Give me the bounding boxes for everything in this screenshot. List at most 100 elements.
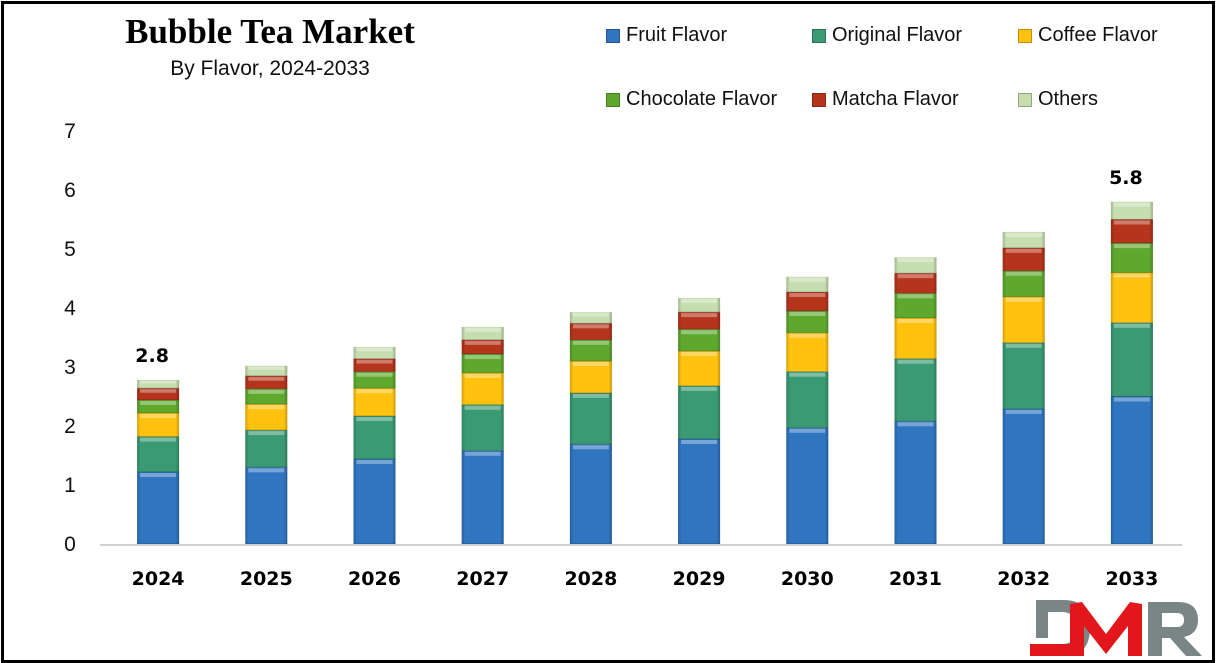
bar-segment-matcha-flavor xyxy=(786,292,829,312)
bar-shade xyxy=(461,404,504,451)
legend-item-coffee: Coffee Flavor xyxy=(1018,24,1158,47)
bar-shade xyxy=(786,427,829,544)
bar-segment-coffee-flavor xyxy=(678,351,721,387)
bar-shade xyxy=(461,450,504,544)
bar-segment-fruit-flavor xyxy=(569,444,612,545)
legend-swatch xyxy=(1018,28,1032,43)
legend-item-fruit: Fruit Flavor xyxy=(606,24,727,47)
y-axis: 0 1 2 3 4 5 6 7 xyxy=(64,120,76,556)
bar-segment-matcha-flavor xyxy=(894,273,937,294)
logo-letter-m xyxy=(1030,602,1142,656)
total-data-label: 5.8 xyxy=(1109,167,1143,189)
bar-stack-2026 xyxy=(353,346,396,545)
bar-shade xyxy=(461,339,504,355)
bar-shade xyxy=(786,310,829,333)
bar-segment-matcha-flavor xyxy=(569,323,612,341)
bar-segment-fruit-flavor xyxy=(678,438,721,545)
x-tick-label: 2027 xyxy=(456,568,509,590)
legend-label: Fruit Flavor xyxy=(626,24,728,46)
legend-swatch xyxy=(812,92,826,107)
bar-segment-fruit-flavor xyxy=(1002,408,1045,545)
bar-segment-original-flavor xyxy=(786,371,829,429)
bar-segment-coffee-flavor xyxy=(1002,296,1045,344)
bar-segment-original-flavor xyxy=(894,358,937,422)
bar-shade xyxy=(353,388,396,416)
bar-stack-2032 xyxy=(1002,231,1045,545)
bar-segment-original-flavor xyxy=(1110,322,1153,397)
bar-segment-matcha-flavor xyxy=(1002,247,1045,272)
total-data-label: 2.8 xyxy=(135,345,169,367)
bar-shade xyxy=(569,312,612,324)
bar-segment-others xyxy=(786,276,829,293)
bar-shade xyxy=(1110,219,1153,244)
bar-segment-chocolate-flavor xyxy=(1002,270,1045,298)
x-tick-label: 2030 xyxy=(781,568,834,590)
bar-stack-2027 xyxy=(461,326,504,545)
legend-item-matcha: Matcha Flavor xyxy=(812,88,959,111)
bar-shade xyxy=(245,375,288,389)
bar-stack-2031 xyxy=(894,257,937,545)
dmr-logo xyxy=(1030,600,1202,656)
bar-segment-others xyxy=(137,379,180,389)
x-tick-label: 2024 xyxy=(132,568,185,590)
bar-segment-fruit-flavor xyxy=(245,467,288,545)
bar-segment-original-flavor xyxy=(245,430,288,468)
bar-shade xyxy=(569,323,612,340)
legend-label: Original Flavor xyxy=(832,24,963,46)
bar-shade xyxy=(1002,247,1045,271)
x-axis: 2024 2025 2026 2027 2028 2029 2030 2031 2032 2033 xyxy=(100,544,1182,590)
bar-segment-coffee-flavor xyxy=(461,372,504,406)
bar-segment-original-flavor xyxy=(353,415,396,460)
bar-shade xyxy=(678,297,721,313)
bar-segment-matcha-flavor xyxy=(1110,219,1153,244)
bar-shade xyxy=(1002,231,1045,248)
bar-shade xyxy=(137,436,180,473)
bar-segment-matcha-flavor xyxy=(678,312,721,330)
bar-segment-chocolate-flavor xyxy=(678,329,721,352)
bar-segment-others xyxy=(678,297,721,313)
bar-shade xyxy=(1110,201,1153,220)
x-tick-label: 2025 xyxy=(240,568,293,590)
bar-stack-2029 xyxy=(678,297,721,545)
bar-shade xyxy=(786,371,829,428)
bar-segment-fruit-flavor xyxy=(786,427,829,545)
x-tick-label: 2032 xyxy=(997,568,1050,590)
y-tick-label: 1 xyxy=(64,474,76,497)
x-tick-label: 2028 xyxy=(564,568,617,590)
bar-shade xyxy=(1110,322,1153,397)
bar-shade xyxy=(245,404,288,431)
bar-shade xyxy=(461,372,504,405)
bar-segment-chocolate-flavor xyxy=(137,400,180,414)
annotations: 2.8 5.8 xyxy=(135,167,1142,367)
bar-shade xyxy=(1002,408,1045,544)
bar-shade xyxy=(678,438,721,544)
bar-segment-original-flavor xyxy=(678,385,721,440)
bar-shade xyxy=(894,318,937,359)
bar-segment-coffee-flavor xyxy=(786,332,829,373)
bar-shade xyxy=(569,444,612,544)
bar-segment-others xyxy=(245,365,288,377)
bar-shade xyxy=(245,430,288,468)
bar-segment-fruit-flavor xyxy=(461,450,504,545)
legend-label: Chocolate Flavor xyxy=(626,88,778,110)
bars xyxy=(137,201,1153,545)
bar-segment-coffee-flavor xyxy=(894,318,937,360)
bar-shade xyxy=(137,472,180,544)
x-tick-label: 2026 xyxy=(348,568,401,590)
bar-segment-fruit-flavor xyxy=(137,472,180,545)
bar-segment-others xyxy=(569,312,612,324)
bar-segment-fruit-flavor xyxy=(894,421,937,545)
bar-shade xyxy=(137,413,180,437)
bar-shade xyxy=(569,392,612,445)
bar-segment-others xyxy=(461,326,504,341)
bar-segment-coffee-flavor xyxy=(353,388,396,417)
bar-segment-matcha-flavor xyxy=(245,375,288,390)
bar-shade xyxy=(353,371,396,389)
legend-item-chocolate: Chocolate Flavor xyxy=(606,88,777,111)
bar-shade xyxy=(245,467,288,544)
bar-shade xyxy=(569,361,612,393)
bar-shade xyxy=(678,329,721,352)
bar-shade xyxy=(353,346,396,359)
y-tick-label: 3 xyxy=(64,356,76,379)
